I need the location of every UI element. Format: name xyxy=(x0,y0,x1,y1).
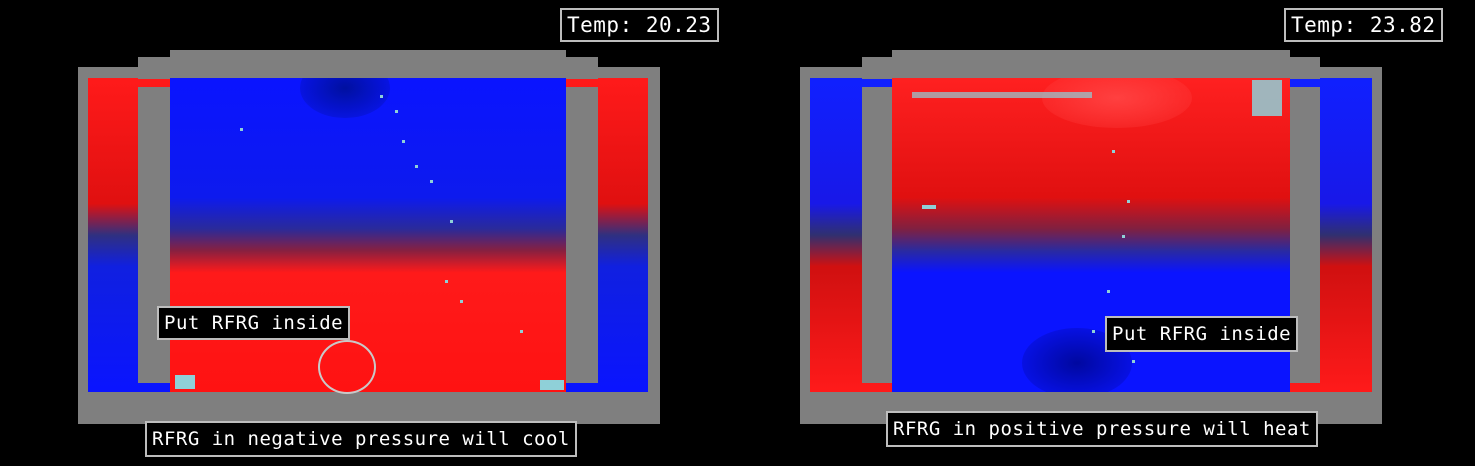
inner-chamber-wall-top-cap xyxy=(892,50,1290,60)
particle xyxy=(430,180,433,183)
inner-chamber-wall-top xyxy=(138,57,598,79)
inner-chamber-wall-top xyxy=(862,57,1320,79)
inner-chamber-wall-top-cap xyxy=(170,50,566,60)
rfrg-brush-cursor[interactable] xyxy=(318,340,376,394)
particle xyxy=(450,220,453,223)
tool-hint-label: Put RFRG inside xyxy=(157,306,351,340)
inner-chamber-wall-left xyxy=(862,87,892,383)
cold-spot xyxy=(300,78,390,118)
particle xyxy=(1132,360,1135,363)
inner-chamber-wall-right xyxy=(566,87,598,383)
particle xyxy=(1127,200,1130,203)
particle xyxy=(240,128,243,131)
particle xyxy=(402,140,405,143)
temperature-readout: Temp: 23.82 xyxy=(1284,8,1443,42)
particle-cluster xyxy=(540,380,564,390)
particle xyxy=(520,330,523,333)
particle xyxy=(415,165,418,168)
left-simulation-panel[interactable]: Temp: 20.23 Put RFRG inside RFRG in nega… xyxy=(0,0,740,466)
temperature-readout: Temp: 20.23 xyxy=(560,8,719,42)
caption-label: RFRG in positive pressure will heat xyxy=(886,411,1318,447)
particle-band xyxy=(912,92,1092,98)
particle xyxy=(460,300,463,303)
particle xyxy=(922,205,936,209)
particle-cluster xyxy=(175,375,195,389)
particle-cluster xyxy=(1252,80,1282,116)
particle xyxy=(1122,235,1125,238)
particle xyxy=(1112,150,1115,153)
right-simulation-panel[interactable]: Temp: 23.82 Put RFRG inside RFRG in posi… xyxy=(722,0,1462,466)
hot-spot xyxy=(1042,78,1192,128)
particle xyxy=(380,95,383,98)
tool-hint-label: Put RFRG inside xyxy=(1105,316,1299,352)
particle xyxy=(445,280,448,283)
particle xyxy=(395,110,398,113)
outer-chamber-wall-bottom xyxy=(78,392,660,424)
particle xyxy=(1092,330,1095,333)
inner-chamber-field[interactable] xyxy=(170,78,566,392)
particle xyxy=(1107,290,1110,293)
caption-label: RFRG in negative pressure will cool xyxy=(145,421,577,457)
